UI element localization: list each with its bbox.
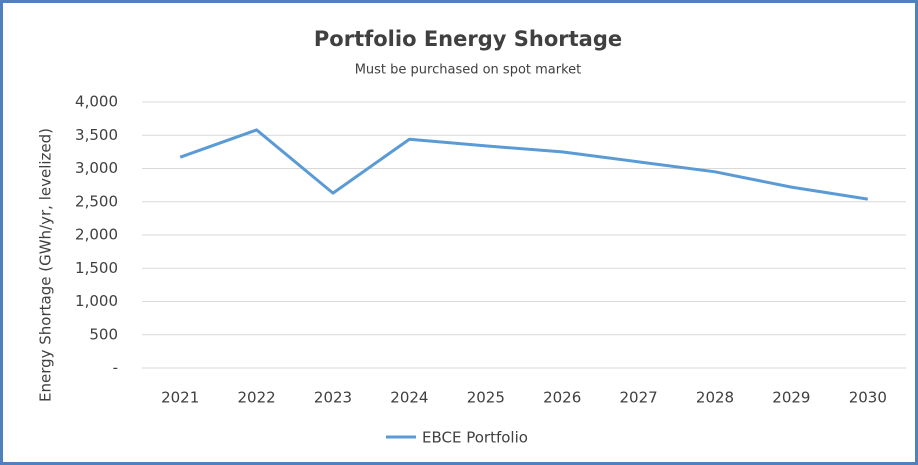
legend-label: EBCE Portfolio xyxy=(422,429,528,447)
y-tick-label: 3,000 xyxy=(75,159,118,177)
chart-title: Portfolio Energy Shortage xyxy=(314,27,622,51)
y-tick-label: - xyxy=(113,359,118,377)
y-tick-label: 2,000 xyxy=(75,226,118,244)
x-tick-label: 2023 xyxy=(314,389,352,407)
y-tick-label: 3,500 xyxy=(75,126,118,144)
x-tick-label: 2029 xyxy=(772,389,810,407)
y-tick-label: 500 xyxy=(89,325,118,343)
y-tick-label: 2,500 xyxy=(75,192,118,210)
x-tick-label: 2025 xyxy=(467,389,505,407)
chart-subtitle: Must be purchased on spot market xyxy=(355,63,582,78)
x-tick-label: 2027 xyxy=(620,389,658,407)
x-tick-label: 2028 xyxy=(696,389,734,407)
y-axis-label: Energy Shortage (GWh/yr, levelized) xyxy=(37,128,55,402)
x-tick-label: 2022 xyxy=(238,389,276,407)
x-tick-label: 2026 xyxy=(543,389,581,407)
x-tick-label: 2030 xyxy=(849,389,887,407)
x-tick-label: 2024 xyxy=(390,389,428,407)
y-tick-label: 1,500 xyxy=(75,259,118,277)
y-tick-label: 1,000 xyxy=(75,292,118,310)
x-tick-label: 2021 xyxy=(161,389,199,407)
data-line xyxy=(179,128,869,201)
y-tick-label: 4,000 xyxy=(75,93,118,111)
